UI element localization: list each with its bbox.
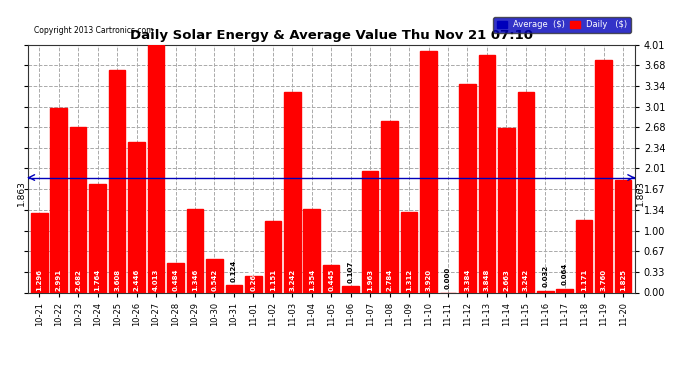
Text: 0.542: 0.542 [211, 269, 217, 291]
Bar [362, 171, 378, 292]
Bar [50, 108, 67, 292]
Text: 2.682: 2.682 [75, 269, 81, 291]
Bar [109, 70, 126, 292]
Bar [90, 184, 106, 292]
Bar [187, 209, 204, 292]
Bar [420, 51, 437, 292]
Text: 1.764: 1.764 [95, 269, 101, 291]
Text: 3.920: 3.920 [426, 269, 431, 291]
Legend: Average  ($), Daily   ($): Average ($), Daily ($) [493, 17, 631, 33]
Text: Copyright 2013 Cartronics.com: Copyright 2013 Cartronics.com [34, 26, 153, 35]
Bar [401, 211, 417, 292]
Bar [342, 286, 359, 292]
Text: 1.312: 1.312 [406, 269, 412, 291]
Text: 0.124: 0.124 [231, 260, 237, 282]
Text: 0.265: 0.265 [250, 269, 257, 291]
Title: Daily Solar Energy & Average Value Thu Nov 21 07:10: Daily Solar Energy & Average Value Thu N… [130, 30, 533, 42]
Text: 0.000: 0.000 [445, 267, 451, 290]
Text: 3.242: 3.242 [289, 269, 295, 291]
Bar [323, 265, 339, 292]
Text: 3.760: 3.760 [601, 269, 607, 291]
Text: 0.445: 0.445 [328, 269, 334, 291]
Text: 2.784: 2.784 [386, 269, 393, 291]
Text: 2.446: 2.446 [134, 269, 139, 291]
Bar [245, 276, 262, 292]
Bar [70, 127, 86, 292]
Bar [128, 141, 145, 292]
Bar [284, 92, 301, 292]
Bar [537, 291, 553, 292]
Bar [556, 288, 573, 292]
Bar [31, 213, 48, 292]
Text: 0.107: 0.107 [348, 261, 354, 283]
Text: 3.848: 3.848 [484, 269, 490, 291]
Bar [226, 285, 242, 292]
Text: 3.242: 3.242 [523, 269, 529, 291]
Bar [459, 84, 475, 292]
Text: 1.825: 1.825 [620, 269, 626, 291]
Text: 1.171: 1.171 [581, 269, 587, 291]
Bar [304, 209, 320, 292]
Text: 1.346: 1.346 [192, 269, 198, 291]
Text: 0.064: 0.064 [562, 263, 568, 285]
Text: 0.032: 0.032 [542, 266, 549, 288]
Bar [382, 121, 398, 292]
Text: 1.863: 1.863 [636, 181, 645, 207]
Text: 1.963: 1.963 [367, 269, 373, 291]
Bar [595, 60, 612, 292]
Text: 4.013: 4.013 [153, 269, 159, 291]
Bar [148, 45, 164, 292]
Text: 0.484: 0.484 [172, 269, 179, 291]
Bar [576, 220, 593, 292]
Text: 1.151: 1.151 [270, 269, 276, 291]
Text: 3.608: 3.608 [114, 269, 120, 291]
Bar [167, 262, 184, 292]
Bar [615, 180, 631, 292]
Bar [206, 259, 223, 292]
Bar [479, 55, 495, 292]
Text: 1.296: 1.296 [37, 269, 42, 291]
Bar [264, 222, 281, 292]
Text: 3.384: 3.384 [464, 269, 471, 291]
Text: 1.863: 1.863 [17, 181, 26, 207]
Text: 2.991: 2.991 [56, 269, 61, 291]
Bar [518, 92, 534, 292]
Text: 2.663: 2.663 [503, 269, 509, 291]
Text: 1.354: 1.354 [308, 269, 315, 291]
Bar [498, 128, 515, 292]
